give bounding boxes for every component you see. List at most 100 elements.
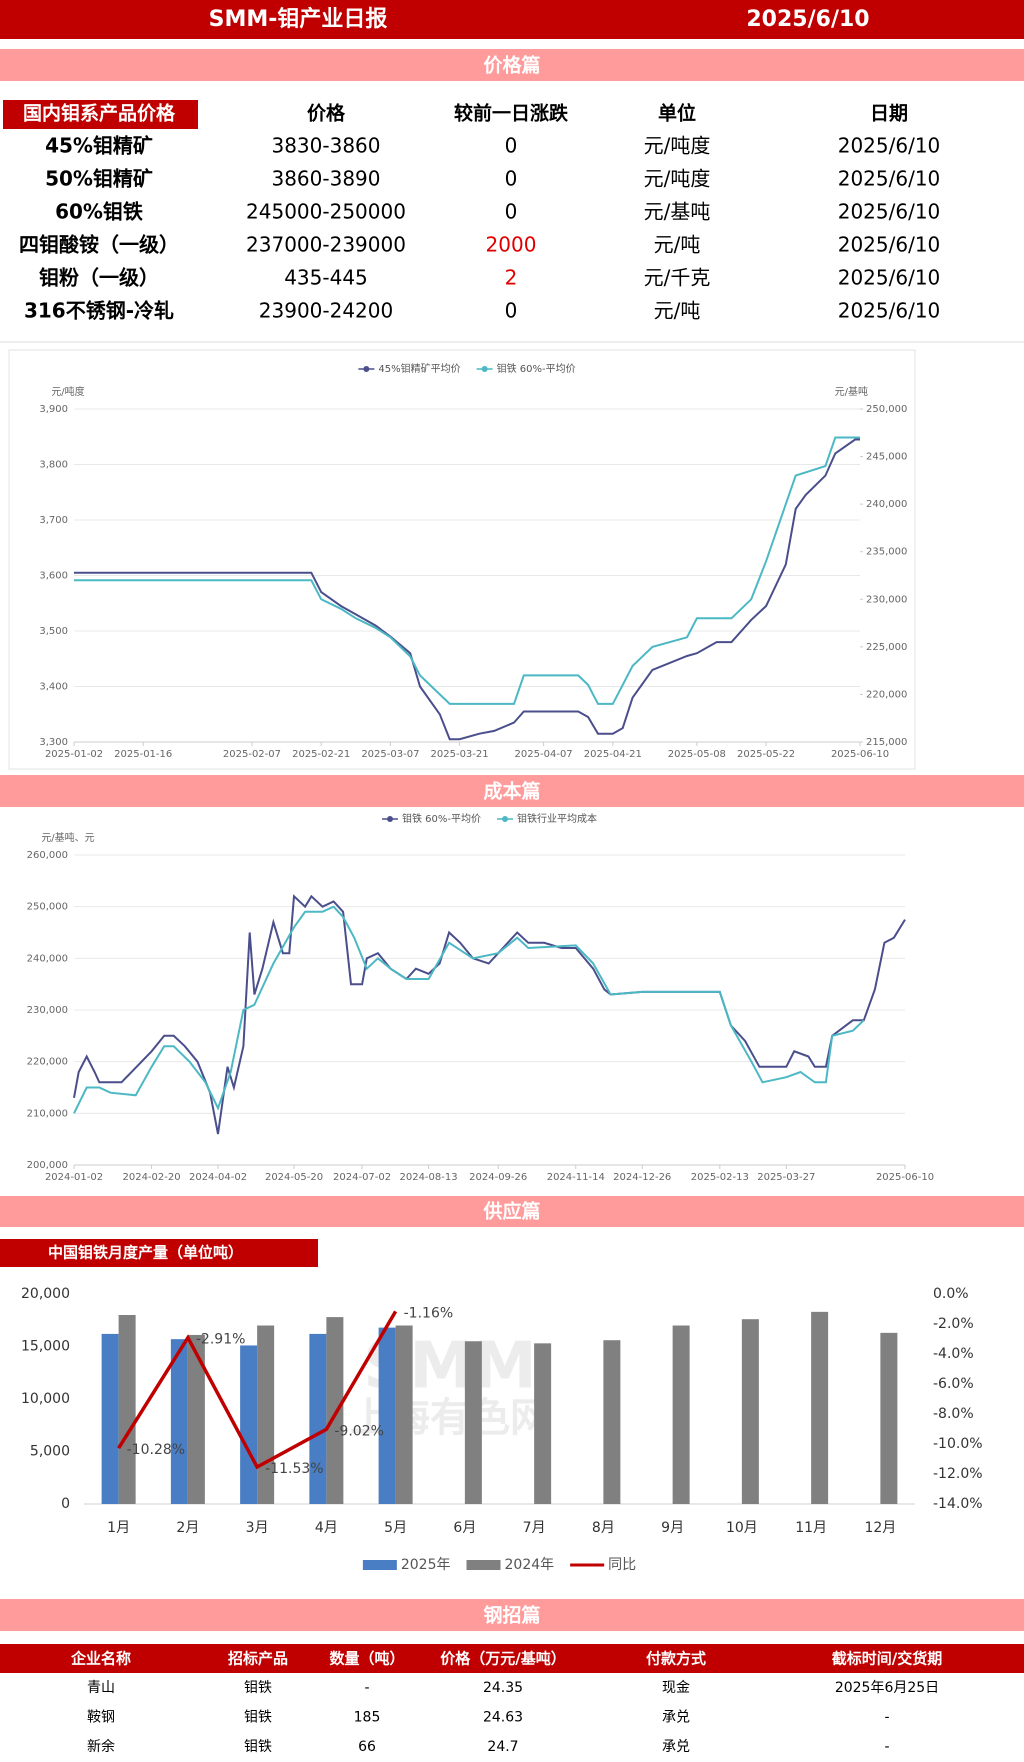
legend-label: 钼铁 60%-平均价 <box>402 812 481 825</box>
section-title: 钢招篇 <box>483 1604 540 1627</box>
legend-dot <box>386 816 393 822</box>
table-cell: 2 <box>505 266 518 290</box>
x-tick-label: 6月 <box>453 1520 476 1536</box>
bar <box>187 1334 205 1504</box>
data-label: -1.16% <box>404 1305 454 1321</box>
bar <box>811 1311 829 1504</box>
legend-label: 钼铁行业平均成本 <box>517 812 597 825</box>
x-tick-label: 2025-04-21 <box>584 749 642 760</box>
table-cell: 2025年6月25日 <box>835 1680 939 1696</box>
table-cell: 元/吨度 <box>644 134 711 158</box>
legend-dot <box>481 366 488 372</box>
table-cell: 元/千克 <box>644 266 711 290</box>
x-tick-label: 1月 <box>107 1520 130 1536</box>
column-header: 价格（万元/基吨） <box>440 1650 565 1668</box>
data-label: -9.02% <box>334 1423 384 1439</box>
table-cell: 承兑 <box>662 1739 690 1755</box>
section-title: 价格篇 <box>483 54 540 77</box>
y2-tick-label: 250,000 <box>866 404 907 415</box>
table-cell: 2025/6/10 <box>838 167 941 191</box>
table-cell: 钼铁 <box>244 1739 272 1755</box>
header-bar <box>0 0 1024 39</box>
bar <box>880 1332 898 1504</box>
y2-unit: 元/基吨 <box>835 385 868 398</box>
table-cell: - <box>884 1710 889 1726</box>
y-tick-label: 250,000 <box>27 902 68 913</box>
series-line <box>74 436 860 705</box>
table-cell: 185 <box>354 1710 381 1726</box>
bar <box>326 1317 344 1504</box>
bar <box>118 1315 136 1504</box>
table-cell: 24.63 <box>483 1710 523 1726</box>
table-cell: - <box>364 1680 369 1696</box>
series-line <box>73 905 865 1114</box>
legend: 45%钼精矿平均价 钼铁 60%-平均价 <box>358 362 576 375</box>
table-cell: 元/吨 <box>654 233 701 257</box>
product-name: 60%钼铁 <box>55 200 143 224</box>
report-date: 2025/6/10 <box>746 7 869 32</box>
x-tick-label: 2月 <box>176 1520 199 1536</box>
y-tick-label: 3,400 <box>39 682 68 693</box>
y-tick-label: 5,000 <box>30 1444 70 1460</box>
legend: 2025年 2024年 同比 <box>362 1557 636 1573</box>
bar <box>170 1339 188 1504</box>
section-bar <box>0 1599 1024 1631</box>
y-tick-label: 240,000 <box>27 953 68 964</box>
bar <box>378 1327 396 1504</box>
legend-dot <box>502 816 509 822</box>
bar <box>603 1340 621 1504</box>
legend-swatch <box>362 1560 397 1570</box>
section-bar <box>0 1196 1024 1227</box>
product-name: 316不锈钢-冷轧 <box>24 299 174 323</box>
y-tick-label: 3,500 <box>39 626 68 637</box>
table-cell: 0 <box>505 167 518 191</box>
table-cell: 245000-250000 <box>246 200 406 224</box>
y2-tick-label: -8.0% <box>933 1406 974 1422</box>
table-cell: 元/吨 <box>654 299 701 323</box>
y2-tick-label: 220,000 <box>866 689 907 700</box>
table-cell: 元/吨度 <box>644 167 711 191</box>
x-tick-label: 2024-09-26 <box>469 1172 527 1183</box>
table-cell: 现金 <box>662 1680 690 1696</box>
bar <box>395 1325 413 1504</box>
x-tick-label: 3月 <box>246 1520 269 1536</box>
section-bar <box>0 775 1024 807</box>
x-tick-label: 2024-07-02 <box>333 1172 391 1183</box>
y-tick-label: 20,000 <box>21 1286 70 1302</box>
data-label: -10.28% <box>127 1442 185 1458</box>
bar <box>464 1341 482 1504</box>
x-tick-label: 12月 <box>864 1520 896 1536</box>
table-cell: 66 <box>358 1739 376 1755</box>
product-name: 四钼酸铵（一级） <box>19 233 179 257</box>
x-tick-label: 2024-02-20 <box>122 1172 180 1183</box>
table-cell: 2000 <box>486 233 537 257</box>
x-tick-label: 2025-05-22 <box>737 749 795 760</box>
x-tick-label: 2025-06-10 <box>876 1172 934 1183</box>
column-header: 日期 <box>870 103 908 125</box>
legend-swatch <box>466 1560 501 1570</box>
y-tick-label: 3,800 <box>39 460 68 471</box>
series-line <box>73 894 906 1135</box>
x-tick-label: 2025-03-07 <box>361 749 419 760</box>
x-tick-label: 2025-05-08 <box>668 749 726 760</box>
y2-tick-label: -2.0% <box>933 1316 974 1332</box>
table-head-bar <box>0 1644 1024 1673</box>
y-tick-label: 3,300 <box>39 737 68 748</box>
table-cell: 2025/6/10 <box>838 233 941 257</box>
table-cell: 0 <box>505 200 518 224</box>
x-tick-label: 10月 <box>726 1520 758 1536</box>
x-tick-label: 2025-01-16 <box>114 749 172 760</box>
table-cell: 24.35 <box>483 1680 523 1696</box>
y2-tick-label: -12.0% <box>933 1466 983 1482</box>
table-cell: 0 <box>505 134 518 158</box>
table-head-cell <box>3 100 198 129</box>
y-tick-label: 220,000 <box>27 1057 68 1068</box>
column-header: 企业名称 <box>70 1650 131 1668</box>
x-tick-label: 2025-04-07 <box>515 749 573 760</box>
table-cell: 2025/6/10 <box>838 134 941 158</box>
table-cell: 2025/6/10 <box>838 200 941 224</box>
column-header: 国内钼系产品价格 <box>23 102 176 125</box>
table-cell: 青山 <box>87 1680 115 1696</box>
legend-label: 2024年 <box>505 1557 555 1573</box>
